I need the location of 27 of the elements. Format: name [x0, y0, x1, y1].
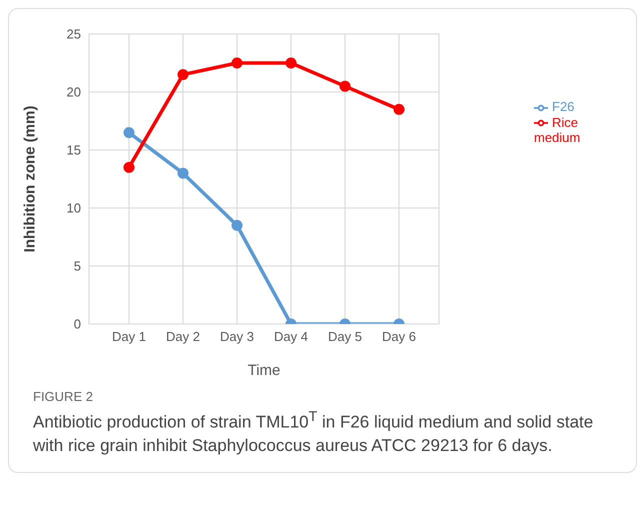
point — [286, 58, 296, 68]
point — [124, 162, 134, 173]
x-tick-label: Day 1 — [112, 329, 146, 344]
x-axis-title: Time — [248, 362, 280, 379]
text: Antibiotic production of strain TML10$^{T}$ in F26 liquid medium and solid state with rice grain inhibit Staphylococcus aureus ATCC 29213 for 6 days. — [33, 408, 594, 458]
y-tick-label: 5 — [74, 258, 81, 274]
point — [178, 168, 188, 179]
y-tick-label: 15 — [66, 142, 81, 158]
y-tick-label: 0 — [74, 316, 81, 332]
point — [124, 127, 134, 138]
y-tick-label: 10 — [66, 200, 81, 216]
legend-label: F26 — [552, 99, 574, 114]
point — [394, 104, 404, 115]
point — [232, 58, 242, 68]
x-tick-label: Day 2 — [166, 329, 200, 344]
legend-label: Rice medium — [534, 114, 580, 146]
point — [232, 220, 242, 231]
point — [178, 69, 188, 80]
point — [340, 80, 350, 92]
x-tick-label: Day 3 — [220, 329, 254, 344]
y-axis-title: Inhibition zone (mm) — [21, 106, 38, 252]
x-tick-label: Day 4 — [274, 329, 308, 344]
y-tick-label: 25 — [66, 26, 81, 42]
x-tick-label: Day 5 — [328, 329, 362, 344]
caption: FIGURE 2 — [33, 389, 94, 404]
y-tick-label: 20 — [66, 84, 81, 100]
x-tick-label: Day 6 — [382, 329, 416, 344]
